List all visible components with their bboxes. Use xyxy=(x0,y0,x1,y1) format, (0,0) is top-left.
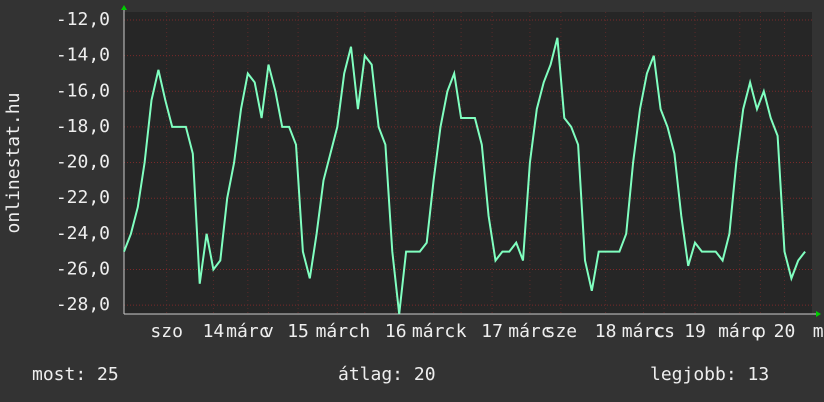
x-tick-label: márc xyxy=(316,321,359,342)
data-line xyxy=(123,37,806,315)
x-tick-label: cs xyxy=(653,321,675,342)
x-tick-label: sze xyxy=(545,321,578,342)
y-tick-label: -16,0 xyxy=(56,80,110,101)
x-tick-label: k xyxy=(456,321,467,342)
plot-area xyxy=(124,12,812,314)
x-tick-label: 20 xyxy=(774,321,796,342)
y-tick-label: -24,0 xyxy=(56,223,110,244)
x-tick-label: márc xyxy=(226,321,269,342)
x-tick-label: márc xyxy=(718,321,761,342)
y-tick-label: -28,0 xyxy=(56,294,110,315)
x-tick-label: 15 xyxy=(287,321,309,342)
y-axis-arrow xyxy=(121,5,127,10)
x-tick-label: 17 xyxy=(481,321,503,342)
x-tick-label: 14 xyxy=(203,321,225,342)
y-tick-label: -20,0 xyxy=(56,152,110,173)
x-tick-label: szo xyxy=(150,321,183,342)
x-axis-arrow xyxy=(816,311,821,317)
y-tick-label: -22,0 xyxy=(56,187,110,208)
x-tick-label: márc xyxy=(508,321,551,342)
x-tick-label: márc xyxy=(622,321,665,342)
footer-best: legjobb: 13 xyxy=(650,364,769,385)
x-tick-label: 19 xyxy=(684,321,706,342)
y-axis-label: onlinestat.hu xyxy=(3,93,24,234)
x-tick-label: m xyxy=(813,321,824,342)
y-tick-label: -12,0 xyxy=(56,9,110,30)
x-tick-label: v xyxy=(263,321,274,342)
x-tick-label: márc xyxy=(412,321,455,342)
x-tick-label: h xyxy=(359,321,370,342)
footer-current: most: 25 xyxy=(32,364,119,385)
x-tick-label: 16 xyxy=(385,321,407,342)
y-tick-label: -18,0 xyxy=(56,116,110,137)
x-tick-label: p xyxy=(755,321,766,342)
y-tick-label: -26,0 xyxy=(56,258,110,279)
y-tick-label: -14,0 xyxy=(56,45,110,66)
x-tick-label: 18 xyxy=(595,321,617,342)
footer-average: átlag: 20 xyxy=(338,364,436,385)
